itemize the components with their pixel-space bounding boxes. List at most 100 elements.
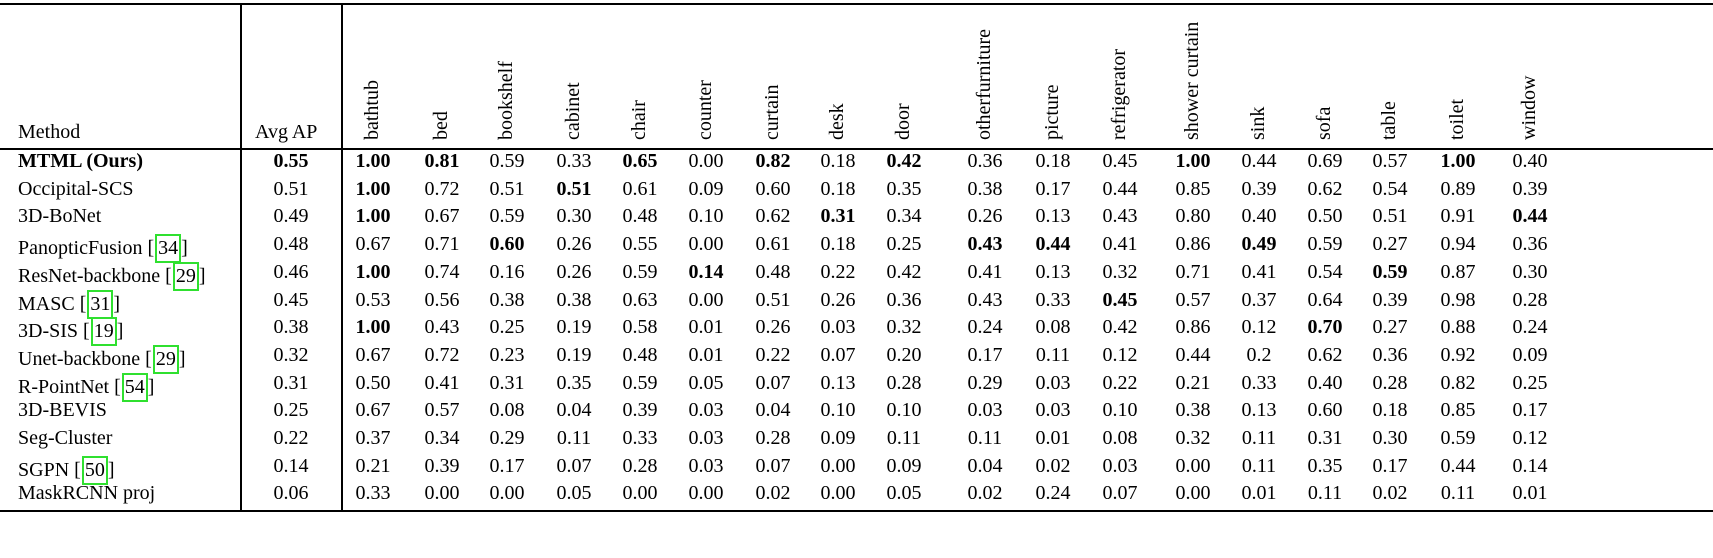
column-header-desk: desk	[826, 103, 848, 140]
ap-value-shower-curtain: 0.85	[1175, 177, 1211, 200]
ap-value-bookshelf: 0.59	[489, 205, 525, 228]
ap-value-desk: 0.13	[820, 371, 856, 394]
ap-value-chair: 0.55	[622, 233, 658, 256]
ap-value-chair: 0.58	[622, 316, 658, 339]
method-label: Seg-Cluster	[18, 427, 113, 449]
ap-value-chair: 0.59	[622, 371, 658, 394]
ap-value-bathtub: 1.00	[355, 316, 391, 339]
vertical-rule-method	[240, 3, 242, 511]
ap-value-refrigerator: 0.07	[1102, 482, 1138, 505]
ap-value-window: 0.14	[1512, 454, 1548, 477]
ap-value-picture: 0.13	[1035, 205, 1071, 228]
ap-value-desk: 0.09	[820, 427, 856, 449]
citation-link[interactable]: 54	[121, 372, 148, 402]
citation-link[interactable]: 34	[155, 234, 182, 264]
method-label: ResNet-backbone	[18, 264, 161, 287]
ap-value-cabinet: 0.30	[556, 205, 592, 228]
method-name: Unet-backbone [29]	[18, 344, 186, 374]
ap-value-table: 0.02	[1372, 482, 1408, 505]
citation-link[interactable]: 29	[152, 344, 179, 374]
method-name: 3D-SIS [19]	[18, 317, 123, 347]
ap-value-sofa: 0.62	[1307, 343, 1343, 366]
avg-ap-value: 0.32	[273, 343, 309, 366]
avg-ap-value: 0.48	[273, 233, 309, 256]
ap-value-table: 0.36	[1372, 343, 1408, 366]
ap-value-curtain: 0.61	[755, 233, 791, 256]
ap-value-table: 0.54	[1372, 177, 1408, 200]
ap-value-door: 0.42	[886, 260, 922, 283]
ap-value-counter: 0.00	[688, 482, 724, 505]
ap-value-chair: 0.28	[622, 454, 658, 477]
citation-link[interactable]: 29	[172, 261, 199, 291]
ap-value-bed: 0.39	[424, 454, 460, 477]
method-label: MaskRCNN proj	[18, 482, 156, 505]
ap-value-bed: 0.41	[424, 371, 460, 394]
ap-value-cabinet: 0.04	[556, 399, 592, 422]
avg-ap-value: 0.22	[273, 427, 309, 449]
ap-value-bookshelf: 0.29	[489, 427, 525, 449]
ap-value-window: 0.36	[1512, 233, 1548, 256]
ap-value-curtain: 0.02	[755, 482, 791, 505]
method-label: Unet-backbone	[18, 347, 141, 370]
ap-value-door: 0.05	[886, 482, 922, 505]
ap-value-counter: 0.03	[688, 427, 724, 449]
ap-value-bed: 0.71	[424, 233, 460, 256]
column-header-chair: chair	[628, 100, 650, 140]
ap-value-otherfurniture: 0.36	[967, 150, 1003, 172]
ap-value-bed: 0.81	[424, 150, 460, 172]
ap-value-curtain: 0.48	[755, 260, 791, 283]
ap-value-counter: 0.03	[688, 399, 724, 422]
ap-value-otherfurniture: 0.38	[967, 177, 1003, 200]
method-name: Seg-Cluster	[18, 428, 112, 448]
ap-value-otherfurniture: 0.24	[967, 316, 1003, 339]
method-name: MASC [31]	[18, 289, 120, 319]
ap-value-bathtub: 0.50	[355, 371, 391, 394]
ap-value-curtain: 0.28	[755, 427, 791, 449]
ap-value-picture: 0.01	[1035, 427, 1071, 449]
ap-value-toilet: 0.89	[1440, 177, 1476, 200]
method-label: Occipital-SCS	[18, 177, 134, 200]
ap-value-door: 0.25	[886, 233, 922, 256]
ap-value-toilet: 0.85	[1440, 399, 1476, 422]
citation-link[interactable]: 31	[87, 289, 114, 319]
ap-value-chair: 0.39	[622, 399, 658, 422]
ap-value-sofa: 0.64	[1307, 288, 1343, 311]
ap-value-table: 0.51	[1372, 205, 1408, 228]
ap-value-bathtub: 1.00	[355, 260, 391, 283]
method-label: MASC	[18, 292, 75, 315]
ap-value-sink: 0.12	[1241, 316, 1277, 339]
ap-value-shower-curtain: 0.57	[1175, 288, 1211, 311]
ap-value-bed: 0.43	[424, 316, 460, 339]
ap-value-table: 0.27	[1372, 233, 1408, 256]
ap-value-table: 0.39	[1372, 288, 1408, 311]
ap-value-toilet: 0.94	[1440, 233, 1476, 256]
ap-value-window: 0.17	[1512, 399, 1548, 422]
avg-ap-value: 0.51	[273, 177, 309, 200]
ap-value-sink: 0.11	[1241, 454, 1277, 477]
ap-value-shower-curtain: 0.32	[1175, 427, 1211, 449]
ap-value-table: 0.18	[1372, 399, 1408, 422]
ap-value-desk: 0.22	[820, 260, 856, 283]
column-header-shower-curtain: shower curtain	[1181, 21, 1203, 140]
ap-value-counter: 0.14	[688, 260, 724, 283]
citation-link[interactable]: 19	[90, 317, 117, 347]
ap-value-counter: 0.05	[688, 371, 724, 394]
citation-link[interactable]: 50	[81, 455, 108, 485]
ap-value-window: 0.28	[1512, 288, 1548, 311]
ap-value-otherfurniture: 0.43	[967, 233, 1003, 256]
ap-value-bathtub: 1.00	[355, 150, 391, 172]
ap-value-otherfurniture: 0.03	[967, 399, 1003, 422]
ap-value-counter: 0.00	[688, 233, 724, 256]
method-label: 3D-BEVIS	[18, 399, 107, 422]
ap-value-refrigerator: 0.10	[1102, 399, 1138, 422]
ap-value-bookshelf: 0.00	[489, 482, 525, 505]
ap-value-sink: 0.01	[1241, 482, 1277, 505]
method-name: 3D-BEVIS	[18, 400, 107, 420]
column-header-cabinet: cabinet	[562, 82, 584, 140]
avg-ap-value: 0.06	[273, 482, 309, 505]
ap-value-bed: 0.72	[424, 177, 460, 200]
ap-value-cabinet: 0.05	[556, 482, 592, 505]
ap-value-sofa: 0.11	[1307, 482, 1343, 505]
ap-value-cabinet: 0.19	[556, 343, 592, 366]
